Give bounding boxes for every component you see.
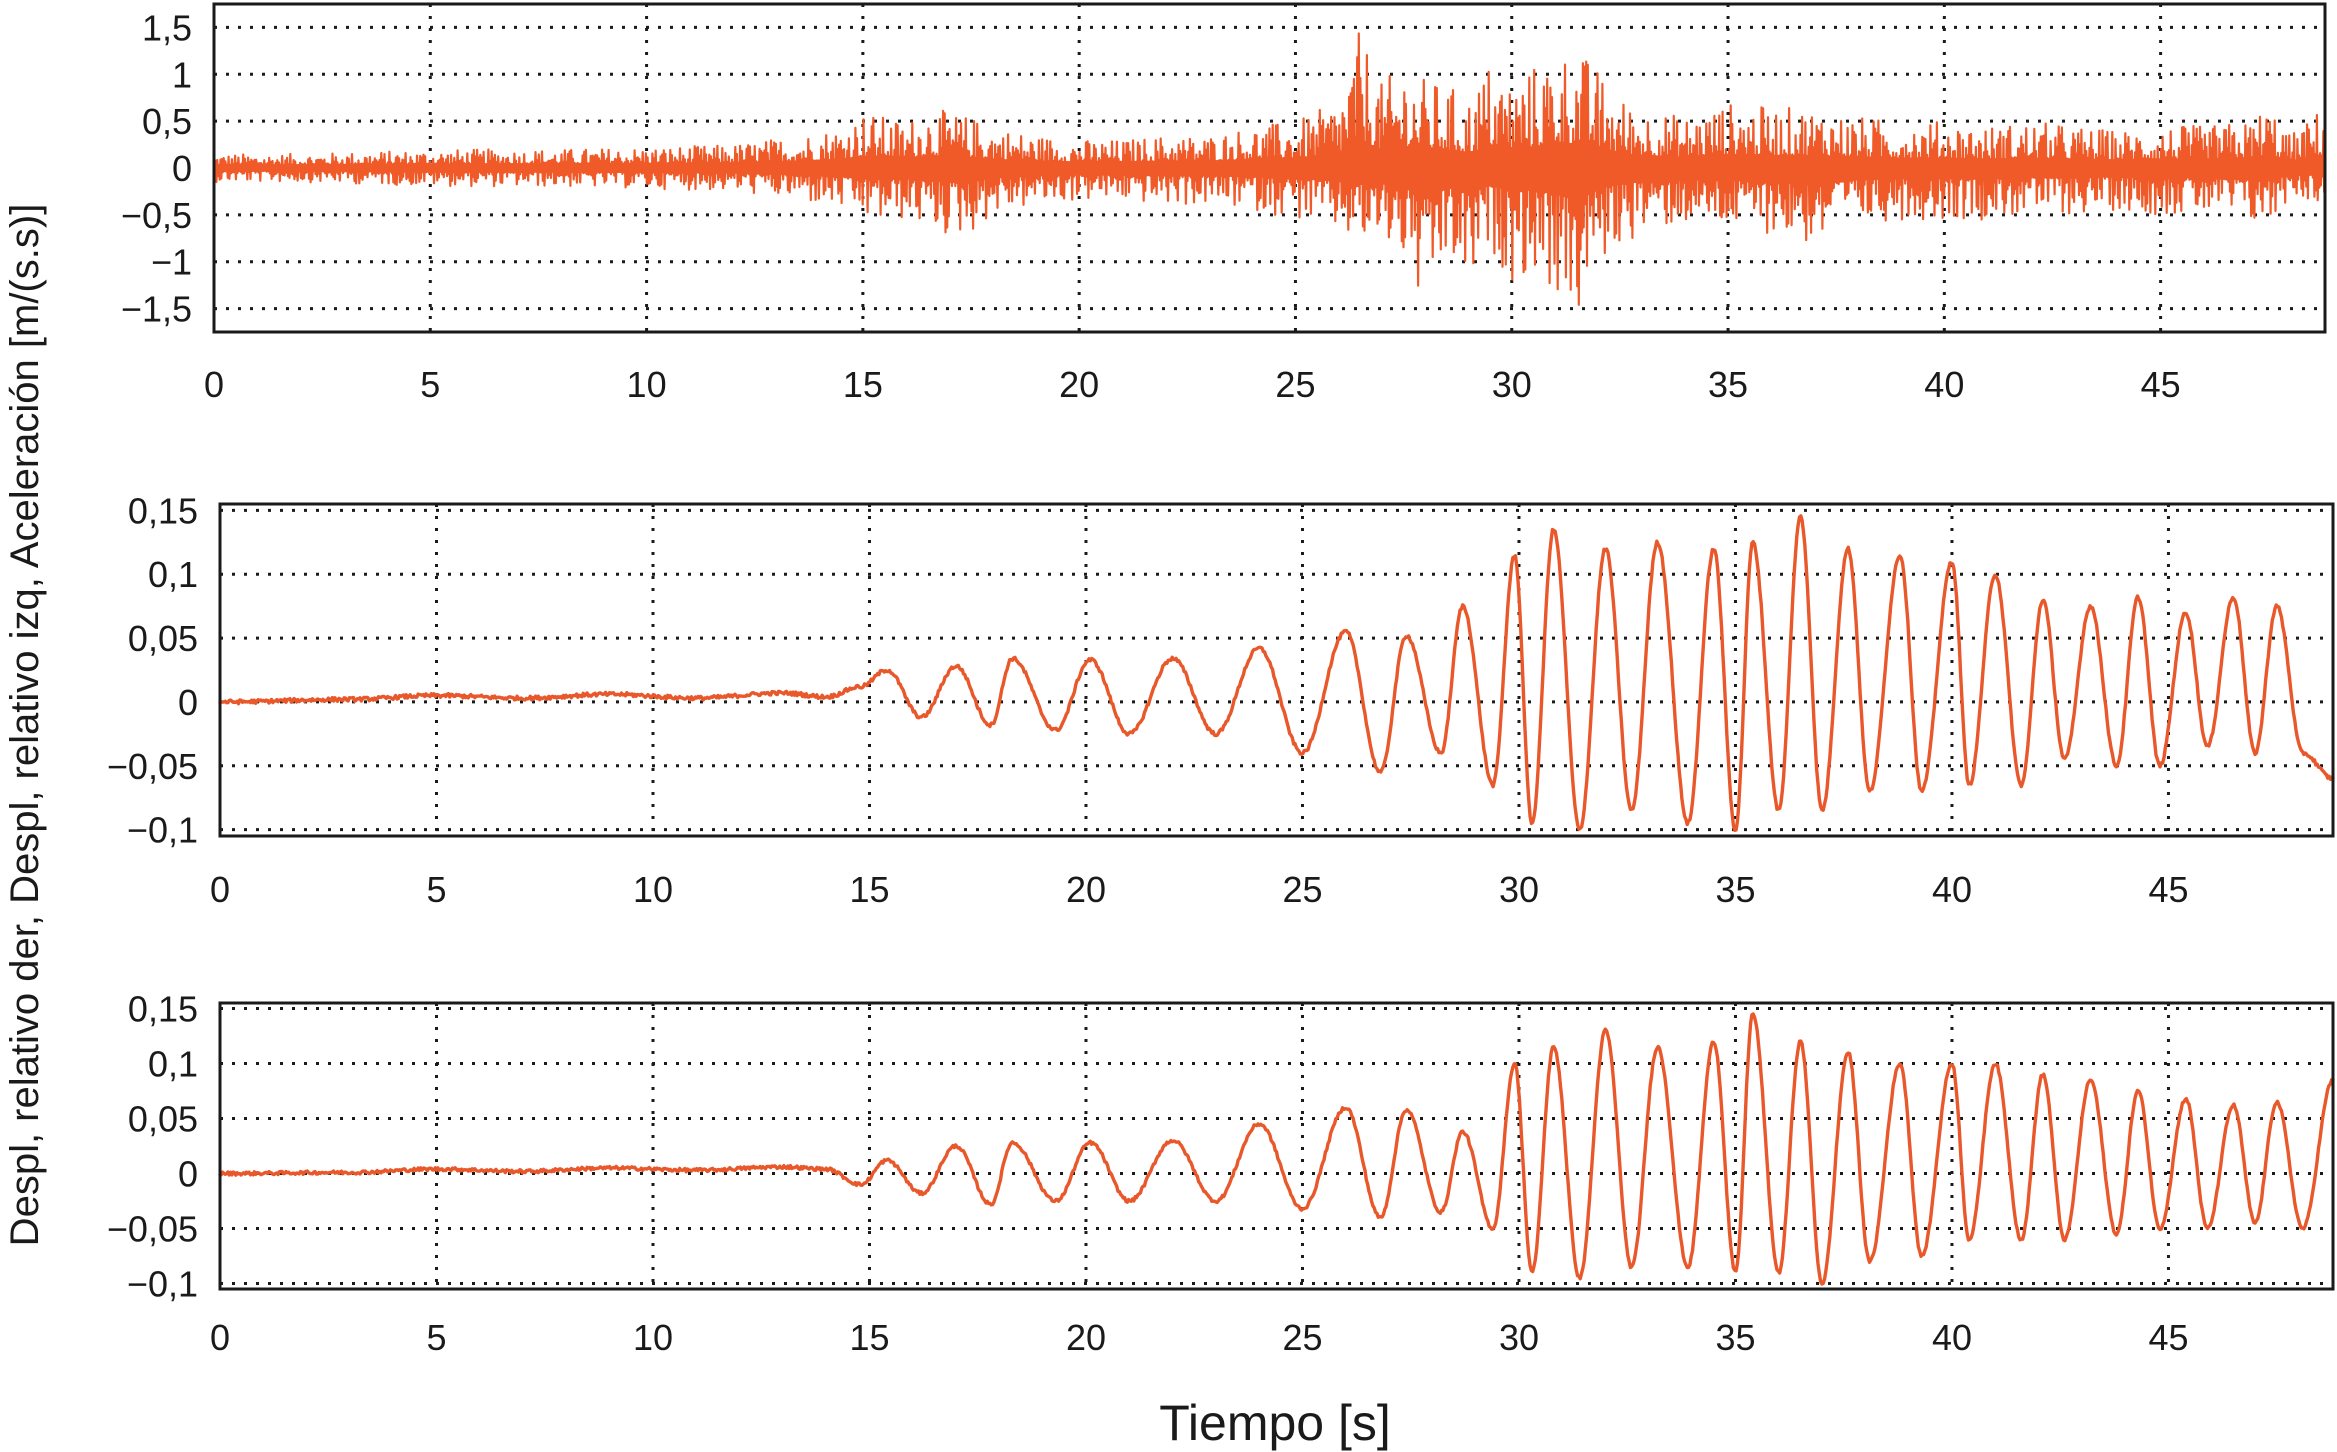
y-tick-label: 0,05 (128, 1099, 198, 1140)
x-axis-title: Tiempo [s] (1159, 1395, 1391, 1451)
y-tick-label: −0,05 (107, 1209, 198, 1250)
x-tick-label: 0 (210, 869, 230, 910)
left-displacement-series (218, 514, 2335, 832)
y-tick-label: −0,1 (127, 1264, 198, 1305)
left-displacement-panel: 0,15 0,1 0,05 0 −0,05 −0,1 0 5 10 15 20 25 30 35 40 45 (107, 490, 2335, 910)
y-tick-label: −0,5 (121, 195, 192, 236)
y-tick-label: 0 (172, 148, 192, 189)
y-tick-label: −0,05 (107, 746, 198, 787)
y-tick-label: −0,1 (127, 810, 198, 851)
y-axis-title: Despl, relativo der, Despl, relativo izq… (3, 204, 47, 1247)
y-tick-label: 0 (178, 682, 198, 723)
x-tick-label: 40 (1932, 1317, 1972, 1358)
x-tick-label: 25 (1282, 869, 1322, 910)
x-tick-label: 0 (210, 1317, 230, 1358)
x-tick-label: 45 (2148, 1317, 2188, 1358)
right-displacement-panel: 0,15 0,1 0,05 0 −0,05 −0,1 0 5 10 15 20 25 30 35 40 45 (107, 989, 2335, 1358)
plot-frame (218, 1001, 2335, 1291)
x-tick-label: 5 (420, 364, 440, 405)
y-tick-label: 1,5 (142, 7, 192, 48)
x-tick-label: 25 (1275, 364, 1315, 405)
x-tick-label: 30 (1499, 869, 1539, 910)
y-tick-label: 0 (178, 1154, 198, 1195)
x-tick-label: 10 (627, 364, 667, 405)
plot-frame (218, 502, 2335, 838)
y-tick-label: 0,5 (142, 101, 192, 142)
plot-frame (212, 2, 2327, 334)
right-displacement-series (218, 1012, 2335, 1286)
x-tick-label: 40 (1924, 364, 1964, 405)
x-tick-label: 45 (2148, 869, 2188, 910)
y-tick-label: 0,1 (148, 1044, 198, 1085)
y-tick-label: 1 (172, 54, 192, 95)
x-tick-label: 30 (1499, 1317, 1539, 1358)
x-tick-label: 15 (849, 1317, 889, 1358)
y-tick-label: 0,15 (128, 490, 198, 531)
x-tick-label: 25 (1282, 1317, 1322, 1358)
y-tick-label: −1,5 (121, 289, 192, 330)
x-tick-label: 5 (426, 869, 446, 910)
acceleration-panel: 1,5 1 0,5 0 −0,5 −1 −1,5 0 5 10 15 20 25 30 35 40 45 (121, 2, 2327, 405)
acceleration-series (212, 32, 2327, 306)
y-tick-label: −1 (151, 242, 192, 283)
x-tick-label: 0 (204, 364, 224, 405)
x-tick-label: 40 (1932, 869, 1972, 910)
x-tick-label: 20 (1066, 1317, 1106, 1358)
y-tick-label: 0,15 (128, 989, 198, 1030)
x-tick-label: 30 (1492, 364, 1532, 405)
y-tick-label: 0,1 (148, 554, 198, 595)
x-tick-label: 45 (2141, 364, 2181, 405)
x-tick-label: 15 (843, 364, 883, 405)
x-tick-label: 10 (633, 869, 673, 910)
x-tick-label: 10 (633, 1317, 673, 1358)
x-tick-label: 5 (426, 1317, 446, 1358)
x-tick-label: 15 (849, 869, 889, 910)
x-tick-label: 20 (1066, 869, 1106, 910)
x-tick-label: 35 (1715, 1317, 1755, 1358)
x-tick-label: 35 (1715, 869, 1755, 910)
x-tick-label: 35 (1708, 364, 1748, 405)
y-tick-label: 0,05 (128, 618, 198, 659)
x-tick-label: 20 (1059, 364, 1099, 405)
